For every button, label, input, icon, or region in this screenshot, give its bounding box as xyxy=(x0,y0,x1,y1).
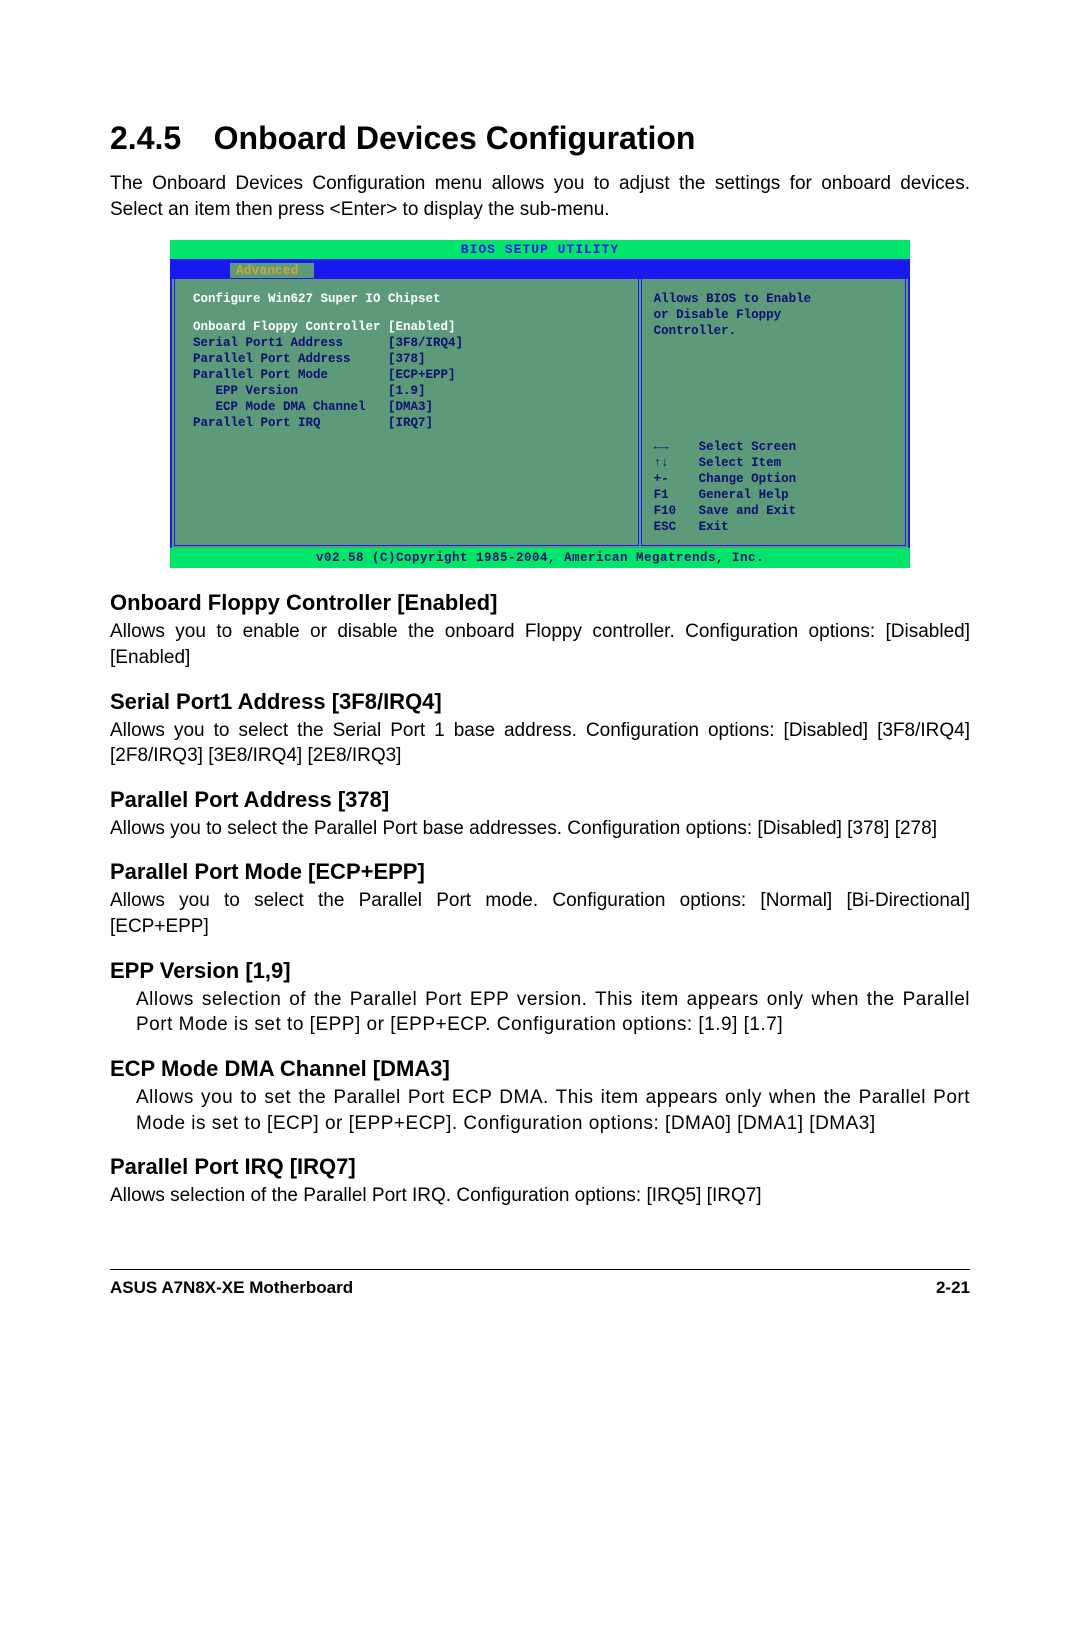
config-item-title: Onboard Floppy Controller [Enabled] xyxy=(110,590,970,616)
config-item-desc: Allows you to select the Parallel Port m… xyxy=(110,888,970,939)
config-item-title: Parallel Port Mode [ECP+EPP] xyxy=(110,859,970,885)
config-item: Parallel Port Address [378] Allows you to… xyxy=(110,787,970,842)
page-footer: ASUS A7N8X-XE Motherboard 2-21 xyxy=(110,1278,970,1298)
bios-body: Configure Win627 Super IO Chipset Onboar… xyxy=(170,279,910,548)
config-item-desc: Allows you to enable or disable the onbo… xyxy=(110,619,970,670)
bios-config-row: Serial Port1 Address [3F8/IRQ4] xyxy=(193,335,628,351)
bios-config-row: Onboard Floppy Controller [Enabled] xyxy=(193,319,628,335)
bios-config-row: Parallel Port Mode [ECP+EPP] xyxy=(193,367,628,383)
bios-footer: v02.58 (C)Copyright 1985-2004, American … xyxy=(170,548,910,568)
bios-key-row: ESC Exit xyxy=(654,519,895,535)
footer-right: 2-21 xyxy=(936,1278,970,1298)
config-item-desc: Allows you to select the Parallel Port b… xyxy=(110,816,970,842)
bios-help-line: or Disable Floppy xyxy=(654,307,895,323)
config-item: Onboard Floppy Controller [Enabled] Allow… xyxy=(110,590,970,670)
footer-left: ASUS A7N8X-XE Motherboard xyxy=(110,1278,353,1298)
config-item-desc: Allows you to select the Serial Port 1 b… xyxy=(110,718,970,769)
config-item: Parallel Port IRQ [IRQ7] Allows selection… xyxy=(110,1154,970,1209)
bios-key-row: ↑↓ Select Item xyxy=(654,455,895,471)
bios-tabs: Advanced xyxy=(170,259,910,279)
page-rule xyxy=(110,1269,970,1270)
bios-config-row: ECP Mode DMA Channel [DMA3] xyxy=(193,399,628,415)
config-item: Serial Port1 Address [3F8/IRQ4] Allows yo… xyxy=(110,689,970,769)
config-item-desc: Allows you to set the Parallel Port ECP … xyxy=(110,1085,970,1136)
bios-tab-advanced: Advanced xyxy=(230,263,314,278)
section-heading: 2.4.5 Onboard Devices Configuration xyxy=(110,120,970,157)
bios-help-panel: Allows BIOS to Enableor Disable FloppyCo… xyxy=(641,279,906,546)
config-item-title: Parallel Port IRQ [IRQ7] xyxy=(110,1154,970,1180)
bios-config-row: Parallel Port Address [378] xyxy=(193,351,628,367)
bios-key-row: ←→ Select Screen xyxy=(654,439,895,455)
bios-chipset-line: Configure Win627 Super IO Chipset xyxy=(193,291,628,307)
config-item-desc: Allows selection of the Parallel Port EP… xyxy=(110,987,970,1038)
bios-config-panel: Configure Win627 Super IO Chipset Onboar… xyxy=(174,279,639,546)
intro-paragraph: The Onboard Devices Configuration menu a… xyxy=(110,171,970,222)
section-title: Onboard Devices Configuration xyxy=(214,120,696,156)
config-item-title: Serial Port1 Address [3F8/IRQ4] xyxy=(110,689,970,715)
bios-key-row: F10 Save and Exit xyxy=(654,503,895,519)
bios-key-row: +- Change Option xyxy=(654,471,895,487)
bios-key-row: F1 General Help xyxy=(654,487,895,503)
bios-header: BIOS SETUP UTILITY xyxy=(170,240,910,259)
bios-screenshot: BIOS SETUP UTILITY Advanced Configure Wi… xyxy=(170,240,910,568)
config-item: Parallel Port Mode [ECP+EPP] Allows you t… xyxy=(110,859,970,939)
bios-key-legend: ←→ Select Screen↑↓ Select Item+- Change … xyxy=(654,439,895,535)
section-number: 2.4.5 xyxy=(110,120,181,157)
config-item: ECP Mode DMA Channel [DMA3] Allows you to… xyxy=(110,1056,970,1136)
bios-config-row: Parallel Port IRQ [IRQ7] xyxy=(193,415,628,431)
bios-help-line: Controller. xyxy=(654,323,895,339)
bios-help-line: Allows BIOS to Enable xyxy=(654,291,895,307)
bios-help-text: Allows BIOS to Enableor Disable FloppyCo… xyxy=(654,291,895,339)
config-item-desc: Allows selection of the Parallel Port IR… xyxy=(110,1183,970,1209)
config-item: EPP Version [1,9] Allows selection of the… xyxy=(110,958,970,1038)
config-item-title: ECP Mode DMA Channel [DMA3] xyxy=(110,1056,970,1082)
config-item-title: Parallel Port Address [378] xyxy=(110,787,970,813)
bios-config-row: EPP Version [1.9] xyxy=(193,383,628,399)
config-item-title: EPP Version [1,9] xyxy=(110,958,970,984)
